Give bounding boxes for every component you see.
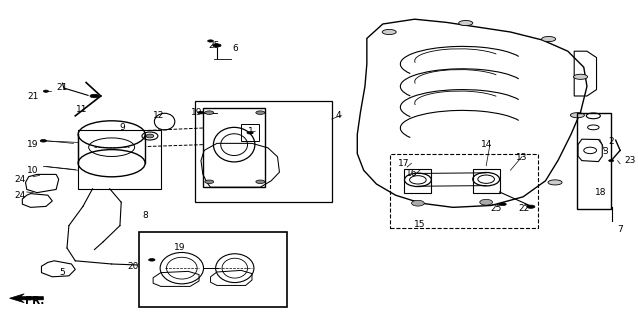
- Ellipse shape: [382, 29, 396, 35]
- Text: 19: 19: [191, 108, 202, 117]
- Text: 22: 22: [519, 204, 530, 213]
- Text: 13: 13: [516, 153, 528, 162]
- Ellipse shape: [412, 200, 424, 206]
- Bar: [78, 130, 161, 189]
- Text: 14: 14: [480, 140, 492, 149]
- Text: 25: 25: [208, 41, 219, 50]
- Ellipse shape: [542, 36, 556, 42]
- Ellipse shape: [247, 132, 253, 134]
- Text: 17: 17: [397, 159, 409, 168]
- Ellipse shape: [459, 20, 473, 26]
- Text: 16: 16: [406, 169, 417, 178]
- Text: 19: 19: [174, 243, 186, 252]
- Text: 8: 8: [142, 211, 149, 220]
- Ellipse shape: [205, 180, 214, 184]
- Bar: [404, 169, 431, 193]
- Ellipse shape: [526, 205, 535, 208]
- Ellipse shape: [90, 94, 99, 98]
- Bar: [241, 124, 259, 141]
- Text: FR.: FR.: [26, 296, 45, 307]
- Text: 6: 6: [232, 44, 238, 53]
- Bar: [139, 232, 287, 307]
- Ellipse shape: [256, 111, 265, 115]
- Bar: [577, 113, 611, 209]
- Text: 25: 25: [491, 204, 502, 213]
- Text: 21: 21: [57, 83, 68, 92]
- Ellipse shape: [149, 259, 155, 261]
- Ellipse shape: [208, 40, 213, 42]
- Ellipse shape: [609, 160, 614, 162]
- Text: 9: 9: [119, 123, 126, 132]
- Text: 10: 10: [27, 166, 39, 175]
- Ellipse shape: [256, 180, 265, 184]
- Ellipse shape: [574, 74, 588, 79]
- Text: 2: 2: [609, 137, 614, 146]
- Bar: [390, 154, 538, 228]
- Polygon shape: [10, 294, 43, 303]
- Ellipse shape: [205, 111, 214, 115]
- Text: 5: 5: [59, 268, 66, 277]
- Bar: [203, 108, 265, 187]
- Ellipse shape: [146, 134, 154, 138]
- Text: 24: 24: [15, 191, 26, 200]
- Bar: [473, 169, 500, 193]
- Text: 18: 18: [595, 188, 607, 197]
- Text: 11: 11: [76, 105, 87, 114]
- Ellipse shape: [480, 199, 493, 205]
- Ellipse shape: [43, 90, 48, 92]
- Ellipse shape: [40, 140, 47, 142]
- Bar: [195, 101, 332, 202]
- Ellipse shape: [213, 44, 221, 47]
- Text: 15: 15: [414, 220, 426, 229]
- Text: 4: 4: [336, 111, 341, 120]
- Text: 19: 19: [27, 140, 39, 149]
- Text: 1: 1: [248, 127, 254, 136]
- Text: 7: 7: [617, 225, 623, 234]
- Text: 21: 21: [27, 92, 39, 101]
- Text: 24: 24: [15, 175, 26, 184]
- Ellipse shape: [499, 203, 507, 206]
- Ellipse shape: [570, 113, 584, 118]
- Text: 20: 20: [127, 262, 138, 271]
- Text: 23: 23: [625, 156, 636, 165]
- Text: 3: 3: [602, 147, 608, 156]
- Ellipse shape: [548, 180, 562, 185]
- Text: 12: 12: [152, 111, 164, 120]
- Ellipse shape: [198, 111, 204, 114]
